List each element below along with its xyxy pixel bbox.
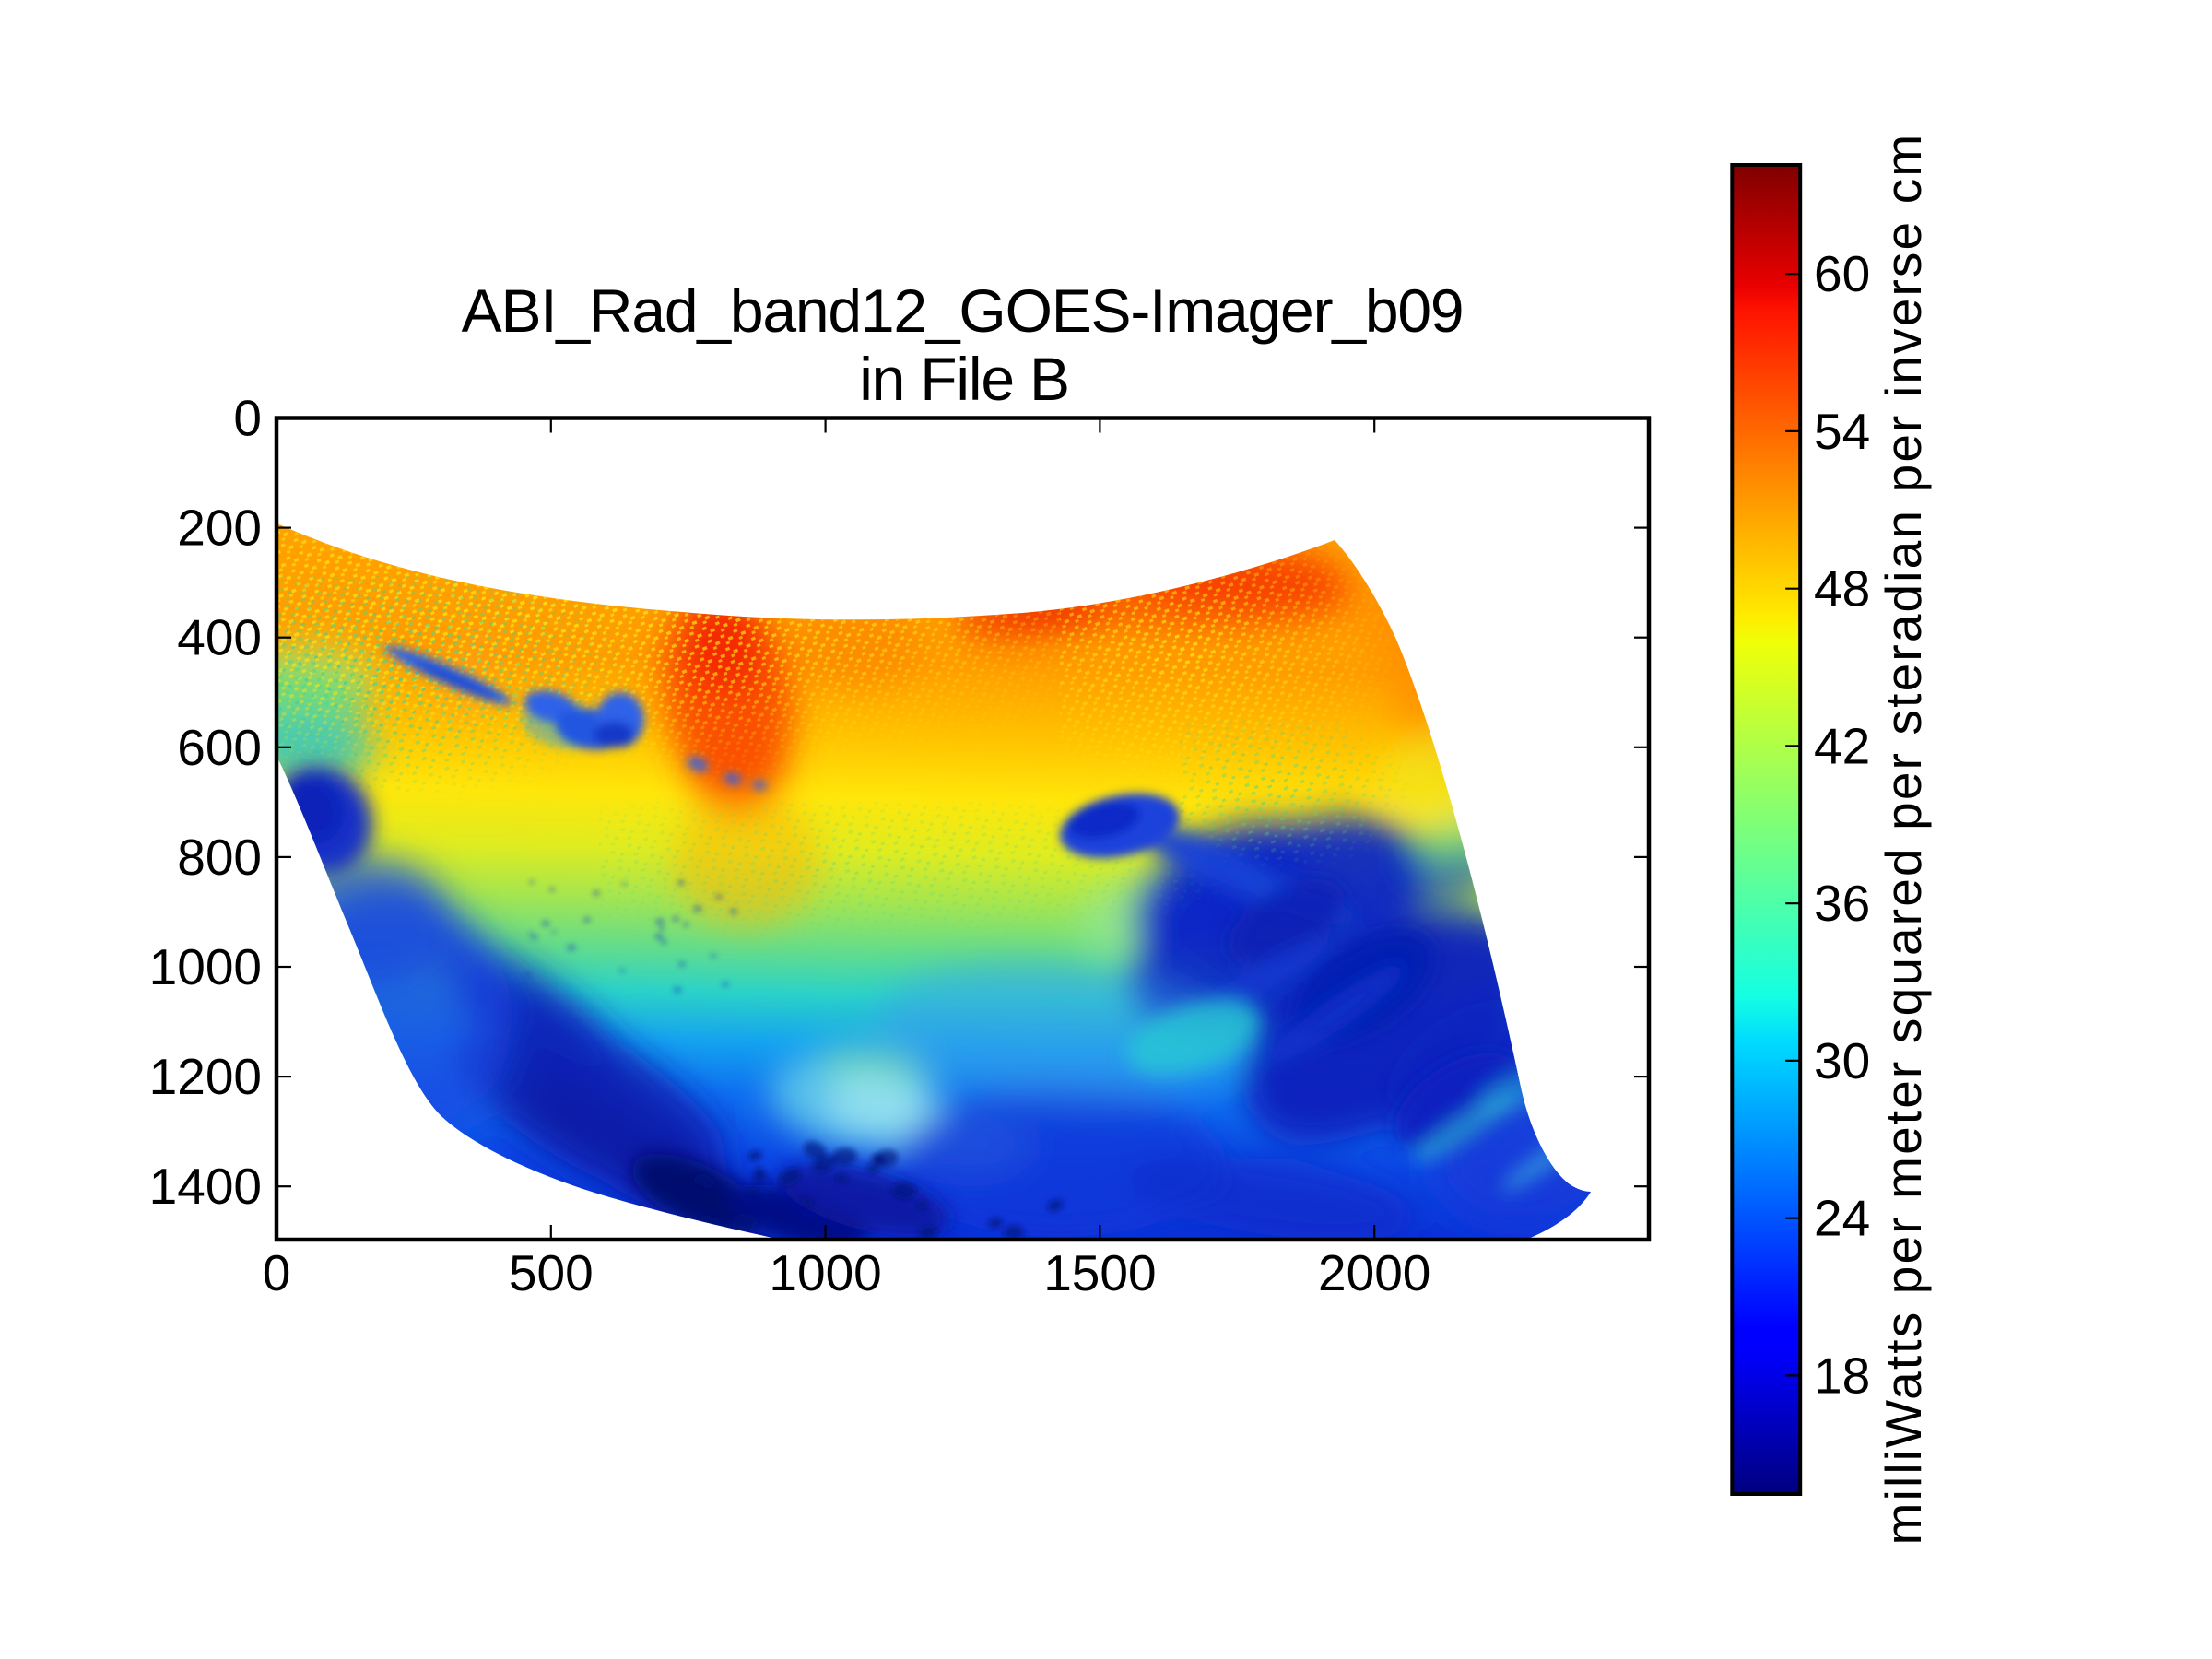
svg-text:1000: 1000: [149, 938, 262, 995]
svg-text:1200: 1200: [149, 1048, 262, 1105]
svg-text:30: 30: [1814, 1032, 1870, 1089]
svg-text:500: 500: [509, 1244, 594, 1301]
svg-text:24: 24: [1814, 1190, 1870, 1247]
svg-text:0: 0: [233, 390, 262, 447]
svg-text:0: 0: [263, 1244, 291, 1301]
svg-text:in File B: in File B: [859, 345, 1069, 413]
svg-text:ABI_Rad_band12_GOES-Imager_b09: ABI_Rad_band12_GOES-Imager_b09: [462, 276, 1464, 345]
svg-text:200: 200: [177, 500, 262, 557]
svg-text:800: 800: [177, 829, 262, 886]
svg-text:2000: 2000: [1318, 1244, 1430, 1301]
svg-text:milliWatts per meter squared p: milliWatts per meter squared per steradi…: [1875, 133, 1932, 1546]
svg-text:54: 54: [1814, 403, 1870, 460]
svg-text:1400: 1400: [149, 1158, 262, 1215]
svg-text:48: 48: [1814, 560, 1870, 618]
svg-text:42: 42: [1814, 717, 1870, 774]
svg-text:36: 36: [1814, 875, 1870, 932]
svg-text:1000: 1000: [769, 1244, 881, 1301]
svg-text:18: 18: [1814, 1347, 1870, 1404]
svg-text:600: 600: [177, 719, 262, 776]
svg-text:60: 60: [1814, 245, 1870, 302]
svg-text:400: 400: [177, 609, 262, 666]
svg-text:1500: 1500: [1043, 1244, 1156, 1301]
